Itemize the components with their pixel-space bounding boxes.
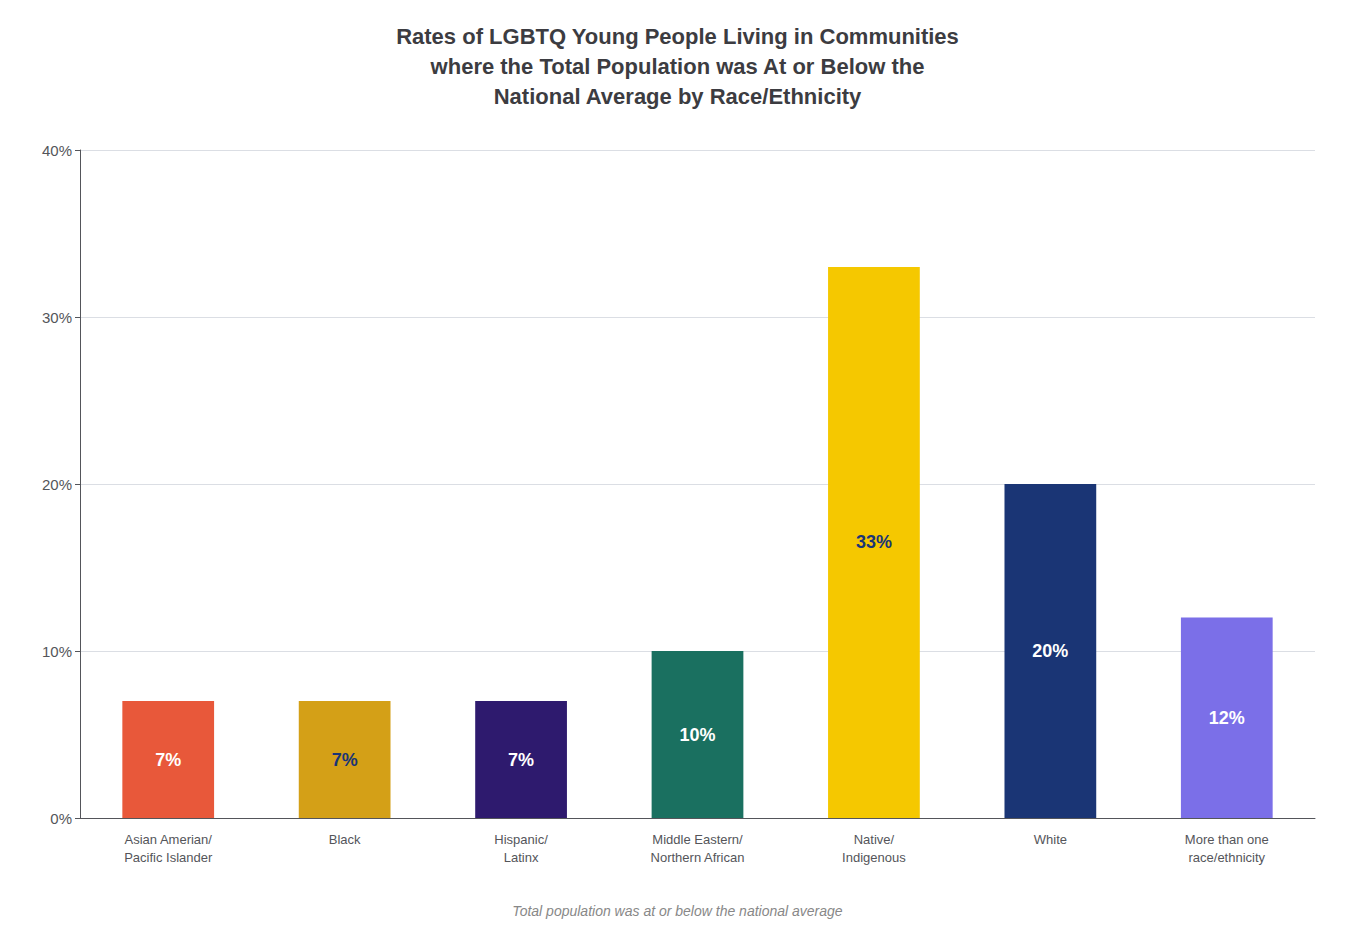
svg-text:race/ethnicity: race/ethnicity xyxy=(1188,850,1265,865)
svg-text:10%: 10% xyxy=(679,725,715,745)
svg-text:Rates of LGBTQ Young People Li: Rates of LGBTQ Young People Living in Co… xyxy=(396,24,959,49)
svg-text:Latinx: Latinx xyxy=(504,850,539,865)
svg-text:where the Total Population was: where the Total Population was At or Bel… xyxy=(430,54,925,79)
svg-text:40%: 40% xyxy=(42,142,72,159)
svg-text:0%: 0% xyxy=(50,810,72,827)
svg-text:7%: 7% xyxy=(332,750,358,770)
svg-text:7%: 7% xyxy=(155,750,181,770)
svg-text:7%: 7% xyxy=(508,750,534,770)
svg-text:Middle Eastern/: Middle Eastern/ xyxy=(652,832,743,847)
svg-text:20%: 20% xyxy=(1032,641,1068,661)
svg-text:Total population was at or bel: Total population was at or below the nat… xyxy=(512,903,842,919)
svg-text:National Average by Race/Ethni: National Average by Race/Ethnicity xyxy=(494,84,862,109)
svg-text:Pacific Islander: Pacific Islander xyxy=(124,850,213,865)
svg-text:Asian Amerian/: Asian Amerian/ xyxy=(124,832,212,847)
svg-text:33%: 33% xyxy=(856,532,892,552)
svg-text:Native/: Native/ xyxy=(854,832,895,847)
svg-text:Black: Black xyxy=(329,832,361,847)
svg-text:Hispanic/: Hispanic/ xyxy=(494,832,548,847)
svg-text:30%: 30% xyxy=(42,309,72,326)
svg-text:20%: 20% xyxy=(42,476,72,493)
svg-text:White: White xyxy=(1034,832,1067,847)
svg-text:Northern African: Northern African xyxy=(651,850,745,865)
svg-text:10%: 10% xyxy=(42,643,72,660)
svg-text:More than one: More than one xyxy=(1185,832,1269,847)
svg-text:Indigenous: Indigenous xyxy=(842,850,906,865)
svg-text:12%: 12% xyxy=(1209,708,1245,728)
